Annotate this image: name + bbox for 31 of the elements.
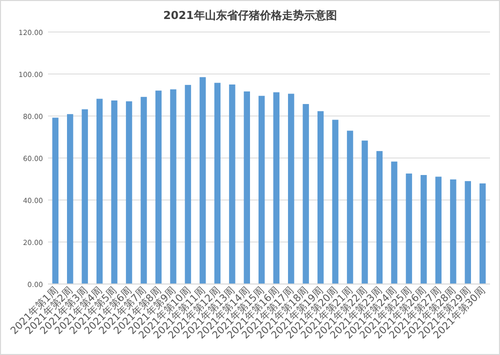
bar	[214, 82, 221, 284]
bar	[332, 120, 338, 284]
bar	[376, 151, 383, 284]
bar	[126, 101, 132, 284]
bar	[170, 89, 176, 284]
bar	[140, 96, 147, 284]
bar	[96, 98, 103, 284]
bar	[450, 179, 456, 284]
bar	[111, 100, 118, 284]
bar	[420, 175, 427, 284]
bar	[244, 91, 250, 284]
bar	[435, 176, 442, 284]
chart-title: 2021年山东省仔猪价格走势示意图	[163, 9, 337, 22]
bar	[317, 111, 324, 284]
bar	[258, 96, 265, 284]
bar	[288, 94, 294, 284]
bar	[391, 162, 398, 284]
bar	[229, 84, 236, 284]
bar	[67, 114, 74, 284]
bar	[464, 181, 471, 284]
bar	[184, 84, 192, 284]
bar	[273, 92, 280, 284]
bar	[82, 109, 88, 284]
bar	[52, 118, 58, 284]
bar	[302, 104, 309, 284]
bar	[155, 90, 162, 284]
bar	[406, 174, 412, 284]
bar	[346, 130, 354, 284]
bar	[362, 140, 368, 284]
bar	[480, 183, 486, 284]
bar	[200, 77, 206, 284]
